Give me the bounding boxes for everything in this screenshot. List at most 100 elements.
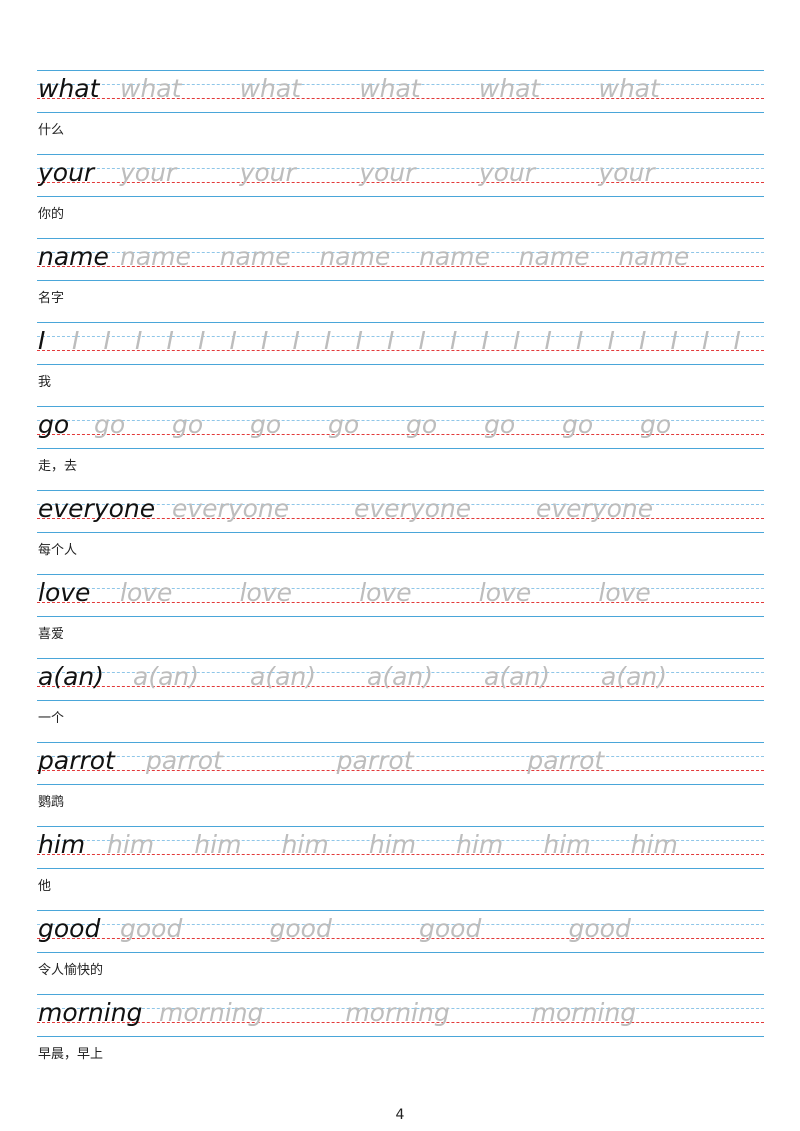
trace-word: love xyxy=(478,578,532,607)
word-meaning: 早晨，早上 xyxy=(38,1047,104,1062)
baseline-dashed-line xyxy=(37,770,764,771)
baseline-dashed-line xyxy=(37,266,764,267)
practice-row: him him him him him him him him 他 xyxy=(0,826,800,910)
trace-word: go xyxy=(562,410,594,439)
upper-dashed-line xyxy=(37,672,764,673)
word-meaning: 令人愉快的 xyxy=(38,963,104,978)
word-line: good good good good good xyxy=(38,914,766,952)
trace-word: parrot xyxy=(146,746,223,775)
practice-row: your your your your your your 你的 xyxy=(0,154,800,238)
trace-word: I xyxy=(639,326,647,355)
baseline-dashed-line xyxy=(37,602,764,603)
word-line: what what what what what what xyxy=(38,74,766,112)
practice-row: morning morning morning morning 早晨，早上 xyxy=(0,994,800,1078)
trace-word: I xyxy=(292,326,300,355)
top-guide-line xyxy=(37,742,764,743)
trace-word: what xyxy=(239,74,302,103)
practice-word: name xyxy=(38,242,109,271)
trace-word: I xyxy=(733,326,741,355)
practice-row: everyone everyone everyone everyone 每个人 xyxy=(0,490,800,574)
practice-row: what what what what what what 什么 xyxy=(0,70,800,154)
word-line: him him him him him him him him xyxy=(38,830,766,868)
trace-word: I xyxy=(103,326,111,355)
trace-word: I xyxy=(166,326,174,355)
top-guide-line xyxy=(37,70,764,71)
word-line: morning morning morning morning xyxy=(38,998,766,1036)
trace-word: a(an) xyxy=(367,662,433,691)
word-meaning: 他 xyxy=(38,879,52,894)
trace-word: I xyxy=(387,326,395,355)
bottom-guide-line xyxy=(37,196,764,197)
practice-row: love love love love love love 喜爱 xyxy=(0,574,800,658)
upper-dashed-line xyxy=(37,588,764,589)
bottom-guide-line xyxy=(37,700,764,701)
trace-word: love xyxy=(359,578,412,607)
practice-word: good xyxy=(38,914,101,943)
upper-dashed-line xyxy=(37,336,764,337)
trace-word: good xyxy=(269,914,332,943)
practice-row: go go go go go go go go go 走，去 xyxy=(0,406,800,490)
word-line: parrot parrot parrot parrot xyxy=(38,746,766,784)
trace-word: go xyxy=(172,410,204,439)
trace-word: good xyxy=(120,914,183,943)
page-number: 4 xyxy=(395,1107,405,1123)
trace-word: go xyxy=(328,410,360,439)
baseline-dashed-line xyxy=(37,350,764,351)
trace-word: your xyxy=(359,158,416,187)
baseline-dashed-line xyxy=(37,518,764,519)
baseline-dashed-line xyxy=(37,854,764,855)
trace-word: everyone xyxy=(172,494,290,523)
trace-word: I xyxy=(576,326,584,355)
word-line: love love love love love love xyxy=(38,578,766,616)
trace-word: I xyxy=(135,326,143,355)
trace-word: I xyxy=(607,326,615,355)
trace-word: I xyxy=(450,326,458,355)
trace-word: everyone xyxy=(536,494,654,523)
trace-word: what xyxy=(598,74,660,103)
baseline-dashed-line xyxy=(37,938,764,939)
upper-dashed-line xyxy=(37,420,764,421)
trace-word: name xyxy=(618,242,690,271)
practice-word: love xyxy=(38,578,91,607)
trace-word: name xyxy=(419,242,490,271)
practice-word: a(an) xyxy=(38,662,104,691)
bottom-guide-line xyxy=(37,1036,764,1037)
practice-word: everyone xyxy=(38,494,156,523)
word-meaning: 走，去 xyxy=(38,459,78,474)
trace-word: a(an) xyxy=(601,662,667,691)
top-guide-line xyxy=(37,574,764,575)
practice-word: your xyxy=(38,158,95,187)
bottom-guide-line xyxy=(37,280,764,281)
upper-dashed-line xyxy=(37,168,764,169)
baseline-dashed-line xyxy=(37,686,764,687)
trace-word: love xyxy=(239,578,293,607)
trace-word: name xyxy=(319,242,391,271)
practice-word: parrot xyxy=(38,746,115,775)
practice-row: good good good good good 令人愉快的 xyxy=(0,910,800,994)
trace-word: good xyxy=(568,914,631,943)
trace-word: I xyxy=(513,326,521,355)
trace-word: go xyxy=(406,410,438,439)
word-line: name name name name name name name xyxy=(38,242,766,280)
trace-word: everyone xyxy=(354,494,472,523)
trace-word: him xyxy=(456,830,504,859)
word-line: everyone everyone everyone everyone xyxy=(38,494,766,532)
trace-word: a(an) xyxy=(250,662,316,691)
trace-word: I xyxy=(544,326,552,355)
trace-word: morning xyxy=(159,998,264,1027)
bottom-guide-line xyxy=(37,616,764,617)
trace-word: name xyxy=(120,242,191,271)
trace-word: him xyxy=(107,830,155,859)
upper-dashed-line xyxy=(37,1008,764,1009)
word-meaning: 鹦鹉 xyxy=(38,795,65,810)
practice-word: him xyxy=(38,830,86,859)
trace-word: what xyxy=(120,74,182,103)
trace-word: him xyxy=(630,830,678,859)
top-guide-line xyxy=(37,322,764,323)
upper-dashed-line xyxy=(37,252,764,253)
word-line: a(an) a(an) a(an) a(an) a(an) a(an) xyxy=(38,662,766,700)
word-meaning: 你的 xyxy=(38,207,65,222)
word-meaning: 每个人 xyxy=(38,543,78,558)
word-meaning: 名字 xyxy=(38,291,65,306)
